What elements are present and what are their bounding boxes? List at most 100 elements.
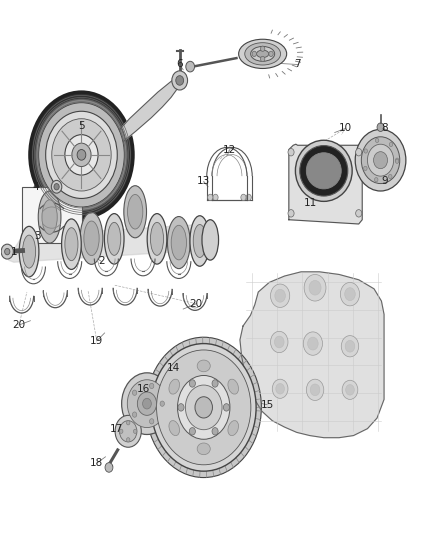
Text: 20: 20 (12, 320, 25, 330)
Ellipse shape (257, 50, 269, 58)
Ellipse shape (19, 227, 39, 277)
Ellipse shape (197, 443, 210, 455)
Text: 6: 6 (177, 60, 183, 69)
Text: 7: 7 (294, 60, 301, 69)
Circle shape (35, 99, 127, 211)
Circle shape (51, 180, 62, 193)
Circle shape (241, 194, 246, 200)
Circle shape (361, 137, 400, 183)
Circle shape (127, 438, 130, 442)
Text: 17: 17 (110, 424, 123, 434)
Circle shape (115, 415, 141, 447)
Circle shape (149, 419, 154, 424)
Ellipse shape (104, 214, 124, 264)
Circle shape (374, 152, 388, 168)
Circle shape (77, 150, 86, 160)
Text: 5: 5 (78, 120, 85, 131)
Circle shape (261, 46, 265, 51)
Text: 3: 3 (35, 231, 41, 241)
Text: 14: 14 (166, 362, 180, 373)
Circle shape (127, 379, 166, 427)
Circle shape (208, 194, 213, 200)
Ellipse shape (22, 235, 35, 268)
Polygon shape (289, 144, 362, 224)
Circle shape (364, 166, 367, 171)
Circle shape (303, 332, 322, 356)
Circle shape (1, 244, 13, 259)
Polygon shape (240, 272, 384, 438)
Circle shape (105, 463, 113, 472)
Ellipse shape (62, 219, 81, 269)
Circle shape (223, 403, 230, 411)
Circle shape (288, 209, 294, 217)
Circle shape (377, 123, 384, 132)
Circle shape (143, 398, 151, 409)
Circle shape (30, 92, 133, 217)
Ellipse shape (42, 200, 57, 235)
Ellipse shape (228, 379, 239, 394)
Ellipse shape (167, 216, 190, 269)
Text: 19: 19 (90, 336, 103, 346)
Circle shape (356, 209, 362, 217)
Circle shape (272, 379, 288, 398)
Ellipse shape (171, 225, 187, 260)
Circle shape (271, 284, 290, 308)
Ellipse shape (193, 224, 206, 257)
Circle shape (178, 403, 184, 411)
Text: 16: 16 (137, 384, 151, 394)
Ellipse shape (147, 214, 167, 264)
Circle shape (275, 289, 286, 302)
Circle shape (46, 111, 117, 198)
Circle shape (246, 194, 251, 200)
Circle shape (340, 282, 360, 306)
Circle shape (276, 384, 284, 394)
Circle shape (120, 429, 123, 433)
Ellipse shape (84, 221, 99, 256)
Circle shape (134, 429, 137, 433)
Circle shape (275, 336, 284, 348)
Text: 18: 18 (90, 458, 103, 468)
Circle shape (355, 130, 406, 191)
Circle shape (396, 158, 399, 163)
Ellipse shape (169, 379, 180, 394)
Circle shape (213, 194, 218, 200)
Circle shape (5, 248, 10, 255)
Circle shape (132, 412, 137, 417)
Circle shape (160, 401, 164, 406)
Text: 12: 12 (223, 144, 237, 155)
Circle shape (269, 51, 273, 56)
Circle shape (341, 336, 359, 357)
Circle shape (364, 149, 367, 153)
Ellipse shape (251, 46, 275, 61)
Circle shape (72, 143, 91, 166)
Ellipse shape (202, 220, 219, 260)
Ellipse shape (127, 195, 143, 229)
Text: 9: 9 (381, 176, 388, 187)
FancyBboxPatch shape (21, 187, 82, 243)
Ellipse shape (197, 360, 210, 372)
Circle shape (186, 61, 194, 72)
Circle shape (151, 344, 256, 471)
Circle shape (375, 138, 379, 142)
Ellipse shape (190, 216, 210, 266)
Circle shape (146, 337, 261, 478)
Circle shape (345, 341, 355, 352)
Circle shape (252, 51, 257, 56)
Circle shape (288, 149, 294, 156)
Circle shape (52, 119, 111, 191)
Circle shape (195, 397, 212, 418)
Text: 15: 15 (261, 400, 274, 410)
Polygon shape (112, 74, 184, 150)
Circle shape (310, 384, 320, 395)
Circle shape (172, 71, 187, 90)
Circle shape (306, 379, 324, 400)
Circle shape (127, 421, 130, 425)
Text: 1: 1 (11, 247, 17, 256)
Polygon shape (9, 224, 215, 262)
Circle shape (356, 149, 362, 156)
Circle shape (138, 392, 156, 415)
Circle shape (185, 385, 222, 430)
Text: 11: 11 (304, 198, 317, 208)
Circle shape (307, 337, 318, 350)
Ellipse shape (245, 43, 281, 65)
